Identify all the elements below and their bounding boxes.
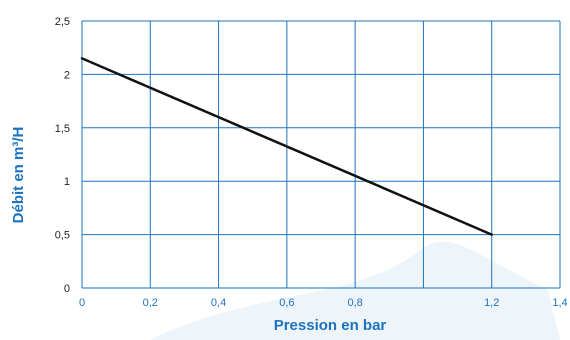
y-tick-label: 0,5 <box>55 230 70 242</box>
y-tick-label: 0 <box>64 283 70 295</box>
x-axis-ticks: 0 0,2 0,4 0,6 0,8 1,2 1,4 <box>79 297 568 309</box>
watermark <box>150 241 560 340</box>
x-tick-label: 0,2 <box>143 297 158 309</box>
x-tick-label: 0 <box>79 297 85 309</box>
y-axis-ticks: 0 0,5 1 1,5 2 2,5 <box>55 16 70 295</box>
grid <box>81 20 561 289</box>
x-tick-label: 0,8 <box>347 297 362 309</box>
x-axis-title: Pression en bar <box>274 317 387 334</box>
x-tick-label: 1,2 <box>484 297 499 309</box>
y-tick-label: 1,5 <box>55 123 70 135</box>
x-tick-label: 0,6 <box>279 297 294 309</box>
y-tick-label: 2 <box>64 69 70 81</box>
series-layer <box>80 57 493 236</box>
y-axis-title: Débit en m³/H <box>10 127 27 224</box>
y-tick-label: 1 <box>64 176 70 188</box>
watermark-shape <box>150 241 560 340</box>
series-line-0 <box>80 57 493 236</box>
y-tick-label: 2,5 <box>55 16 70 28</box>
x-tick-label: 0,4 <box>211 297 226 309</box>
x-tick-label: 1,4 <box>552 297 567 309</box>
